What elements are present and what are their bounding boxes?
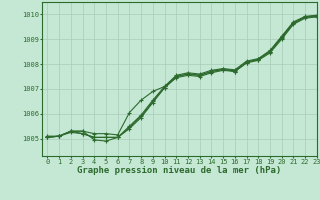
X-axis label: Graphe pression niveau de la mer (hPa): Graphe pression niveau de la mer (hPa) bbox=[77, 166, 281, 175]
